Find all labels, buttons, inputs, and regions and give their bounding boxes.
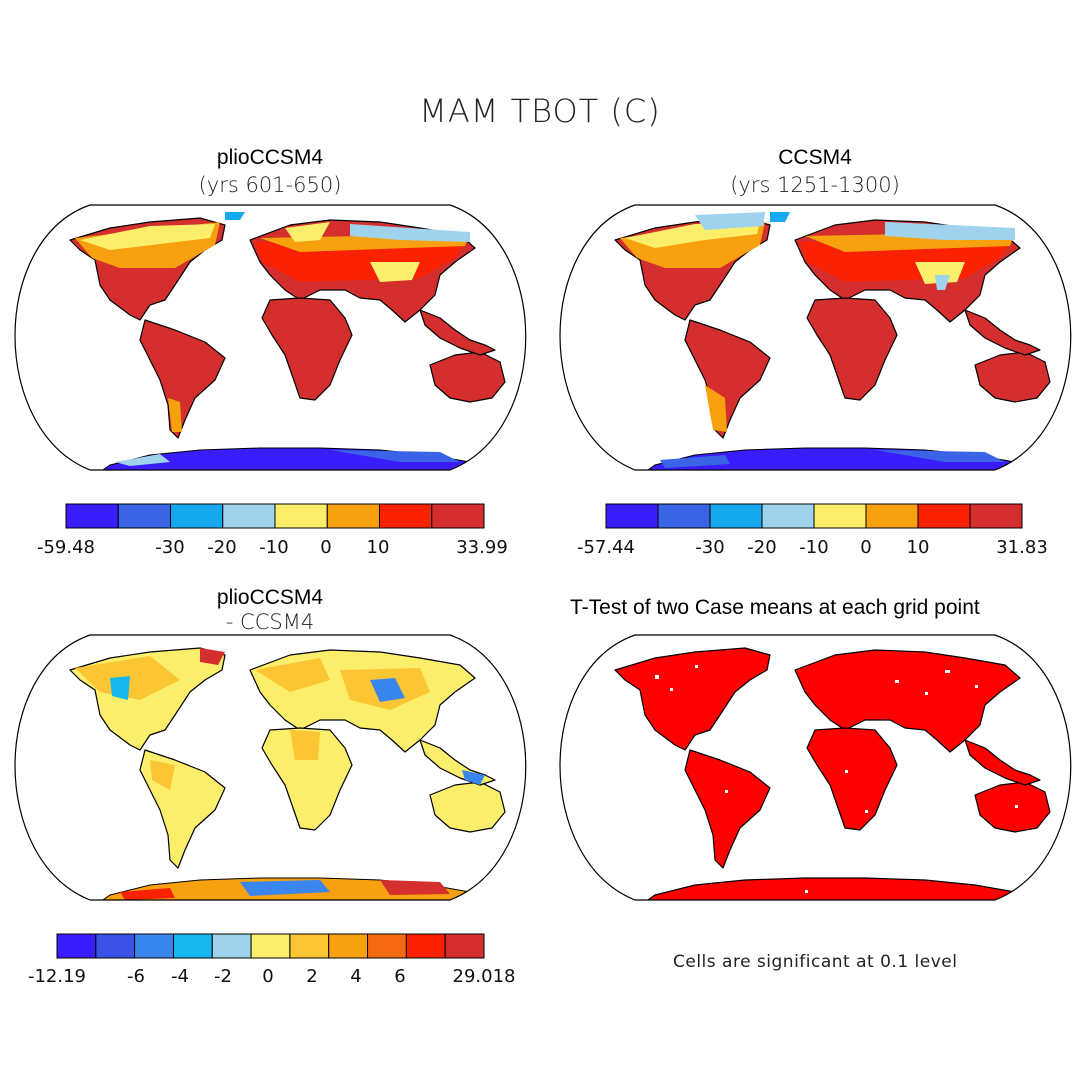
colorbar-swatch xyxy=(367,933,407,959)
colorbar-swatch xyxy=(211,933,252,959)
colorbar-tick-label: -10 xyxy=(799,537,828,558)
colorbar-tick-label: 4 xyxy=(350,966,361,987)
colorbar-swatch xyxy=(170,503,224,529)
colorbar-tick-label: -20 xyxy=(747,537,776,558)
colorbar-tick-label: -57.44 xyxy=(577,537,635,558)
colorbar-tick-label: 0 xyxy=(262,966,273,987)
colorbar-swatch xyxy=(134,933,174,959)
colorbar-swatch xyxy=(969,503,1023,529)
panel-title-ttest: T-Test of two Case means at each grid po… xyxy=(570,596,980,619)
map-panel-plio xyxy=(15,205,526,470)
colorbar-swatch xyxy=(172,933,213,959)
colorbar-tick-label: 0 xyxy=(860,537,871,558)
colorbar-swatch xyxy=(917,503,971,529)
colorbar-ccsm: -57.44 -30 -20 -10 0 10 31.83 xyxy=(577,503,1048,558)
colorbar-swatch xyxy=(813,503,867,529)
colorbar-plio: -59.48 -30 -20 -10 0 10 33.99 xyxy=(37,503,508,558)
colorbar-swatch xyxy=(326,503,380,529)
colorbar-tick-label: -12.19 xyxy=(28,966,86,987)
panel-subtitle-diff: - CCSM4 xyxy=(225,610,315,634)
colorbar-swatch xyxy=(289,933,330,959)
colorbar-swatch xyxy=(605,503,659,529)
map-panel-ccsm xyxy=(560,205,1071,470)
colorbar-tick-label: 10 xyxy=(367,537,390,558)
colorbar-swatch xyxy=(761,503,815,529)
colorbar-swatch xyxy=(274,503,328,529)
colorbar-swatch xyxy=(65,503,119,529)
colorbar-tick-label: -4 xyxy=(171,966,189,987)
colorbar-tick-label: -30 xyxy=(695,537,724,558)
colorbar-tick-label: 6 xyxy=(394,966,405,987)
panel-subtitle-ccsm: (yrs 1251-1300) xyxy=(730,173,900,197)
colorbar-swatch xyxy=(328,933,369,959)
colorbar-tick-label: 33.99 xyxy=(456,537,508,558)
colorbar-tick-label: -10 xyxy=(259,537,288,558)
colorbar-swatch xyxy=(865,503,919,529)
map-outline-plio xyxy=(14,204,527,471)
colorbar-swatch xyxy=(405,933,446,959)
panel-title-plio: plioCCSM4 xyxy=(216,146,324,169)
figure-title: MAM TBOT (C) xyxy=(419,92,661,130)
colorbar-swatch xyxy=(444,933,485,959)
colorbar-tick-label: 29.018 xyxy=(453,966,516,987)
colorbar-swatch xyxy=(709,503,763,529)
map-outline-ccsm xyxy=(559,204,1072,471)
colorbar-swatch xyxy=(117,503,171,529)
colorbar-tick-label: 2 xyxy=(306,966,317,987)
colorbar-swatch xyxy=(222,503,276,529)
colorbar-tick-label: 10 xyxy=(907,537,930,558)
panel-title-ccsm: CCSM4 xyxy=(778,146,852,169)
colorbar-swatch xyxy=(56,933,97,959)
map-outline-ttest xyxy=(559,634,1072,901)
map-outline-diff xyxy=(14,634,527,901)
colorbar-tick-label: 31.83 xyxy=(996,537,1048,558)
colorbar-swatch xyxy=(250,933,291,959)
panel-subtitle-plio: (yrs 601-650) xyxy=(198,173,342,197)
colorbar-tick-label: -30 xyxy=(155,537,184,558)
colorbar-swatch xyxy=(657,503,711,529)
colorbar-swatch xyxy=(379,503,433,529)
map-panel-ttest xyxy=(560,635,1071,900)
colorbar-tick-label: -59.48 xyxy=(37,537,95,558)
colorbar-diff: -12.19 -6 -4 -2 0 2 4 6 29.018 xyxy=(28,933,516,987)
map-panel-diff xyxy=(15,635,526,900)
panel-title-diff: plioCCSM4 xyxy=(216,586,324,609)
colorbar-tick-label: 0 xyxy=(320,537,331,558)
colorbar-tick-label: -20 xyxy=(207,537,236,558)
colorbar-tick-label: -2 xyxy=(214,966,232,987)
significance-note: Cells are significant at 0.1 level xyxy=(673,952,958,972)
colorbar-swatch xyxy=(95,933,136,959)
colorbar-tick-label: -6 xyxy=(127,966,145,987)
colorbar-swatch xyxy=(431,503,485,529)
